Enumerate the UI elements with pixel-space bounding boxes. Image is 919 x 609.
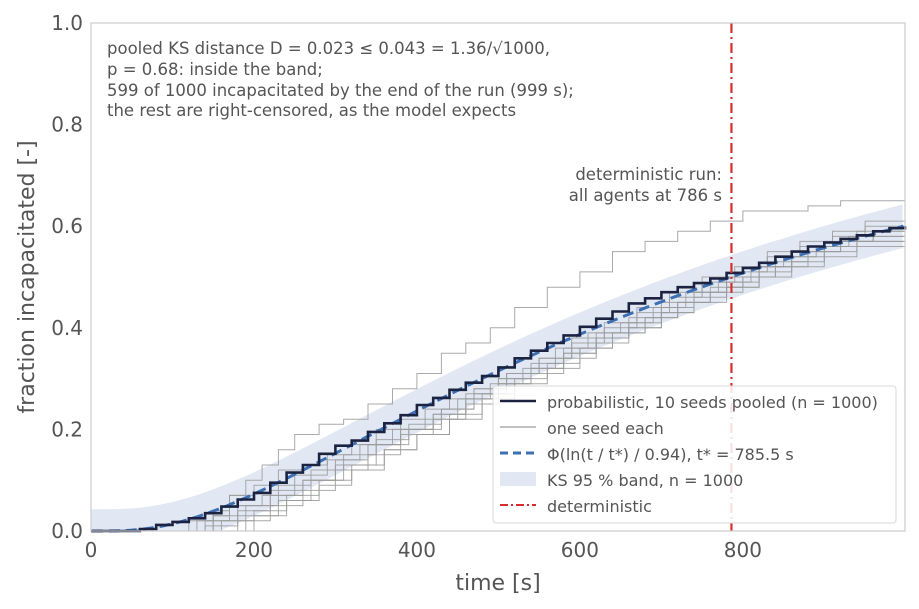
y-tick-label: 0.0 — [51, 519, 83, 543]
annotation-line: the rest are right-censored, as the mode… — [107, 101, 516, 120]
annotation-line: all agents at 786 s — [569, 186, 722, 205]
axes-frame — [90, 22, 906, 532]
x-tick-label: 0 — [85, 538, 98, 562]
ks-band-layer — [91, 204, 903, 531]
pooled-curve — [91, 226, 907, 533]
plot-frame — [90, 22, 906, 532]
annotation-line: p = 0.68: inside the band; — [107, 60, 323, 79]
legend-label-pooled: probabilistic, 10 seeds pooled (n = 1000… — [547, 393, 878, 412]
x-tick-label: 800 — [724, 538, 762, 562]
legend-label-fit: Φ(ln(t / t*) / 0.94), t* = 785.5 s — [547, 445, 794, 464]
seed-curves-layer — [91, 200, 906, 532]
annotation-deterministic: deterministic run: all agents at 786 s — [569, 165, 722, 205]
legend-box — [492, 385, 897, 524]
annotation-line: pooled KS distance D = 0.023 ≤ 0.043 = 1… — [107, 39, 550, 58]
seed-curve — [91, 200, 905, 532]
tick-labels: 0 200 400 600 800 0.0 0.2 0.4 0.6 0.8 1.0 — [51, 11, 762, 562]
x-tick-label: 400 — [398, 538, 436, 562]
annotation-top-left: pooled KS distance D = 0.023 ≤ 0.043 = 1… — [107, 39, 574, 120]
legend-swatches — [500, 399, 536, 506]
x-axis-label: time [s] — [455, 571, 540, 596]
legend-label-deterministic: deterministic — [547, 497, 652, 516]
legend: probabilistic, 10 seeds pooled (n = 1000… — [492, 385, 897, 524]
annotation-line: 599 of 1000 incapacitated by the end of … — [107, 81, 574, 100]
legend-label-seed: one seed each — [547, 419, 664, 438]
pooled-curve-layer — [91, 226, 907, 533]
annotation-line: deterministic run: — [575, 165, 722, 184]
y-tick-label: 1.0 — [51, 11, 83, 35]
y-tick-label: 0.4 — [51, 316, 83, 340]
y-tick-label: 0.2 — [51, 417, 83, 441]
y-axis-label: fraction incapacitated [-] — [15, 140, 40, 413]
legend-swatch — [500, 472, 536, 486]
ks-band — [91, 204, 903, 531]
x-tick-label: 200 — [235, 538, 273, 562]
legend-label-band: KS 95 % band, n = 1000 — [547, 471, 743, 490]
y-tick-label: 0.6 — [51, 214, 83, 238]
y-tick-label: 0.8 — [51, 113, 83, 137]
x-tick-label: 600 — [561, 538, 599, 562]
seed-curve — [91, 226, 906, 532]
